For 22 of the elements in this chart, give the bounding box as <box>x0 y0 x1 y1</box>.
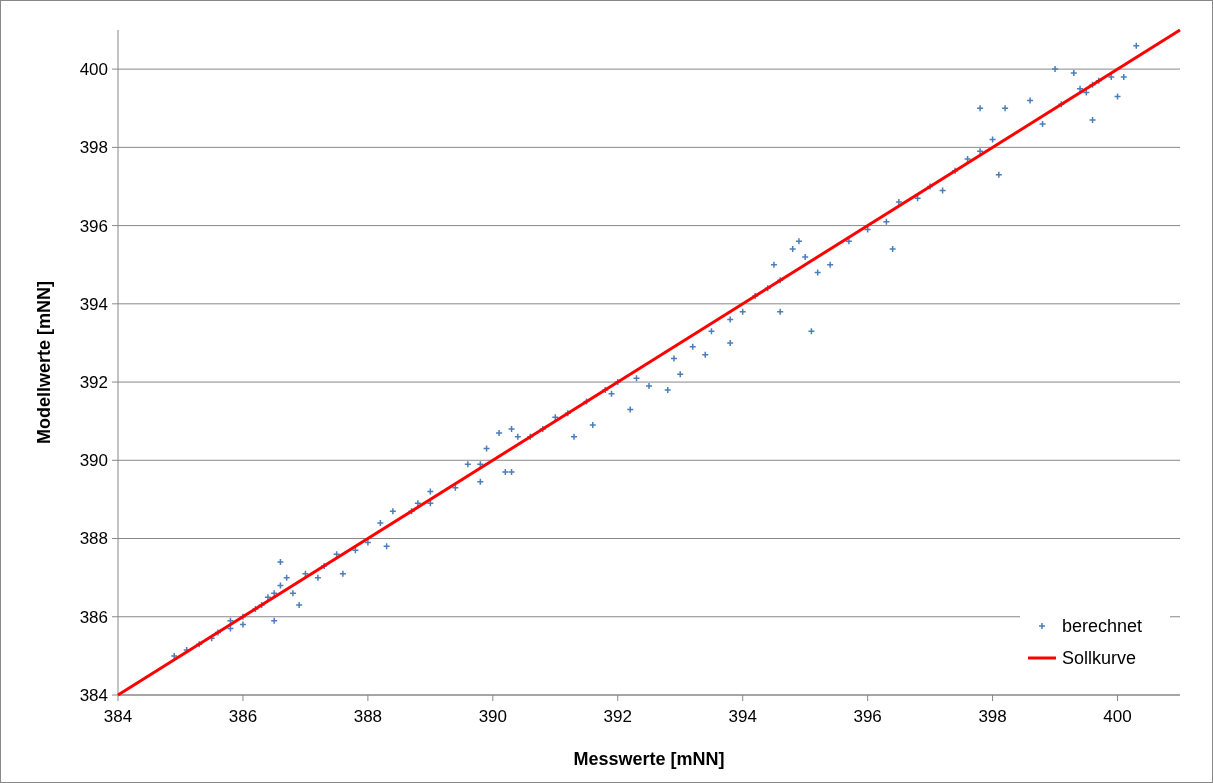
x-tick-label: 398 <box>978 707 1007 726</box>
x-axis-title: Messwerte [mNN] <box>573 749 725 769</box>
x-tick-label: 384 <box>103 707 133 726</box>
x-tick-label: 400 <box>1103 707 1132 726</box>
y-tick-label: 398 <box>79 138 108 158</box>
y-tick-label: 400 <box>79 60 108 80</box>
x-tick-label: 394 <box>728 707 757 726</box>
y-tick-label: 384 <box>79 685 108 705</box>
y-tick-label: 394 <box>79 294 108 314</box>
y-tick-label: 386 <box>79 607 108 627</box>
legend-label: Sollkurve <box>1062 648 1137 669</box>
y-tick-label: 392 <box>79 373 108 393</box>
x-tick-label: 392 <box>603 707 632 726</box>
y-tick-label: 388 <box>79 529 108 549</box>
x-tick-label: 396 <box>853 707 882 726</box>
y-tick-label: 396 <box>79 216 108 236</box>
legend-label: berechnet <box>1062 616 1143 637</box>
x-tick-label: 388 <box>353 707 383 726</box>
y-axis-title: Modellwerte [mNN] <box>34 280 54 445</box>
y-tick-label: 390 <box>79 451 108 471</box>
x-tick-label: 390 <box>478 707 508 726</box>
x-tick-label: 386 <box>228 707 258 726</box>
